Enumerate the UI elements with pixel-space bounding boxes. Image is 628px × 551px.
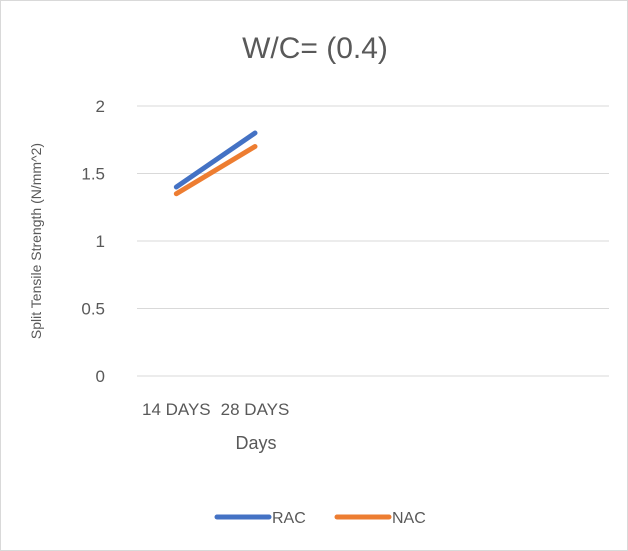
y-tick-label: 1.5 bbox=[81, 165, 105, 184]
chart-title: W/C= (0.4) bbox=[242, 32, 388, 65]
x-tick-label: 28 DAYS bbox=[221, 400, 290, 419]
legend: RAC NAC bbox=[214, 510, 426, 527]
series-line-nac bbox=[173, 144, 258, 197]
legend-label-nac: NAC bbox=[392, 510, 426, 527]
x-axis-ticks: 14 DAYS 28 DAYS bbox=[142, 400, 289, 419]
legend-label-rac: RAC bbox=[272, 510, 306, 527]
y-axis-title: Split Tensile Strength (N/mm^2) bbox=[28, 143, 44, 339]
y-tick-label: 2 bbox=[96, 97, 105, 116]
y-tick-label: 0.5 bbox=[81, 300, 105, 319]
y-tick-label: 0 bbox=[96, 367, 105, 386]
x-tick-label: 14 DAYS bbox=[142, 400, 211, 419]
series-line-rac bbox=[173, 130, 258, 190]
y-axis-ticks: 0 0.5 1 1.5 2 bbox=[81, 97, 105, 386]
series-lines bbox=[173, 130, 258, 197]
gridlines bbox=[137, 105, 609, 377]
y-tick-label: 1 bbox=[96, 232, 105, 251]
x-axis-title: Days bbox=[235, 433, 276, 453]
